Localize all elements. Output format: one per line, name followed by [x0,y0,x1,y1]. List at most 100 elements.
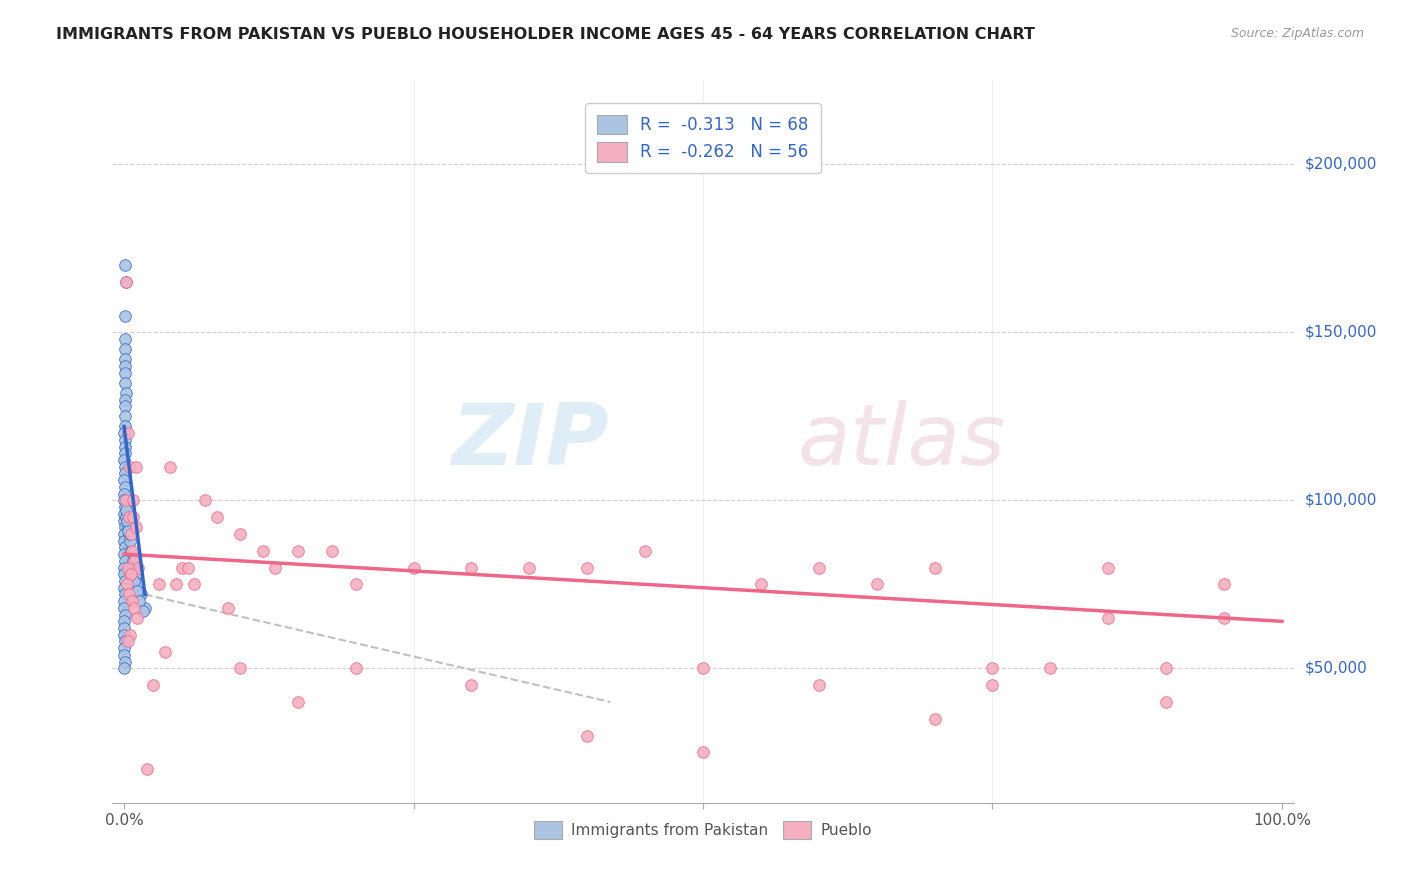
Point [114,541,136,555]
Point [117,634,139,648]
Point [924,712,946,726]
Point [112,453,135,467]
Point [1154,695,1177,709]
Point [122,510,145,524]
Point [127,577,149,591]
Point [122,554,145,568]
Point [112,615,135,629]
Point [115,577,138,591]
Point [112,560,135,574]
Point [460,678,482,692]
Point [118,587,141,601]
Text: Source: ZipAtlas.com: Source: ZipAtlas.com [1230,27,1364,40]
Point [112,594,135,608]
Point [136,762,159,776]
Point [229,661,252,675]
Point [460,560,482,574]
Point [114,503,136,517]
Point [344,661,367,675]
Text: IMMIGRANTS FROM PAKISTAN VS PUEBLO HOUSEHOLDER INCOME AGES 45 - 64 YEARS CORRELA: IMMIGRANTS FROM PAKISTAN VS PUEBLO HOUSE… [56,27,1035,42]
Point [127,560,149,574]
Point [112,507,135,521]
Point [124,567,146,582]
Point [229,527,252,541]
Point [159,459,181,474]
Point [1097,560,1119,574]
Point [344,577,367,591]
Point [112,621,135,635]
Point [115,275,138,289]
Point [112,533,135,548]
Point [124,520,146,534]
Point [125,611,148,625]
Point [112,493,135,508]
Point [114,574,136,588]
Point [1213,577,1236,591]
Point [112,628,135,642]
Point [981,678,1004,692]
Point [112,426,135,441]
Point [131,604,153,618]
Point [112,547,135,561]
Point [114,446,136,460]
Point [114,520,136,534]
Point [118,527,141,541]
Point [217,600,239,615]
Point [114,352,136,367]
Point [170,560,193,574]
Point [118,628,141,642]
Point [131,587,153,601]
Point [117,524,139,538]
Point [692,661,714,675]
Point [118,510,141,524]
Point [114,655,136,669]
Point [114,409,136,424]
Point [121,543,143,558]
Point [112,514,135,528]
Point [114,440,136,454]
Point [114,399,136,413]
Point [287,543,309,558]
Point [1039,661,1062,675]
Text: $200,000: $200,000 [1305,157,1376,172]
Point [114,332,136,346]
Point [118,533,141,548]
Point [205,510,228,524]
Point [120,543,142,558]
Point [576,729,599,743]
Point [112,641,135,656]
Point [692,745,714,759]
Point [263,560,285,574]
Point [124,574,146,588]
Point [112,473,135,487]
Point [112,567,135,582]
Point [114,385,136,400]
Point [114,467,136,481]
Point [114,419,136,434]
Point [634,543,657,558]
Point [576,560,599,574]
Point [112,581,135,595]
Text: atlas: atlas [797,400,1005,483]
Point [153,644,176,658]
Point [114,634,136,648]
Point [1154,661,1177,675]
Point [115,510,138,524]
Text: $150,000: $150,000 [1305,325,1376,340]
Point [924,560,946,574]
Point [114,366,136,380]
Point [114,459,136,474]
Point [194,493,217,508]
Point [117,520,139,534]
Point [114,258,136,272]
Point [114,342,136,356]
Point [114,275,136,289]
Point [114,607,136,622]
Point [981,661,1004,675]
Point [134,600,156,615]
Point [114,480,136,494]
Point [124,554,146,568]
Point [112,527,135,541]
Point [114,500,136,514]
Point [114,376,136,390]
